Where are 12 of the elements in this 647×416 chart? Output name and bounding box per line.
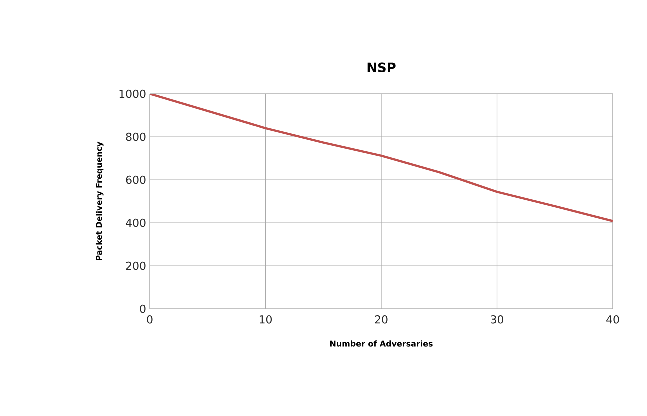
x-tick-label: 10: [260, 316, 272, 324]
chart-title: NSP: [368, 62, 396, 73]
y-tick-label: 0: [140, 304, 146, 314]
x-tick-label: 30: [491, 316, 504, 324]
x-tick-label: 20: [375, 316, 388, 324]
x-tick-label: 40: [606, 316, 620, 324]
y-tick-label: 800: [126, 132, 146, 142]
x-tick-label: 0: [147, 316, 153, 324]
y-tick-label: 400: [126, 218, 146, 228]
y-tick-label: 200: [126, 262, 146, 270]
y-tick-label: 600: [126, 176, 146, 184]
y-tick-label: 1000: [120, 90, 146, 98]
